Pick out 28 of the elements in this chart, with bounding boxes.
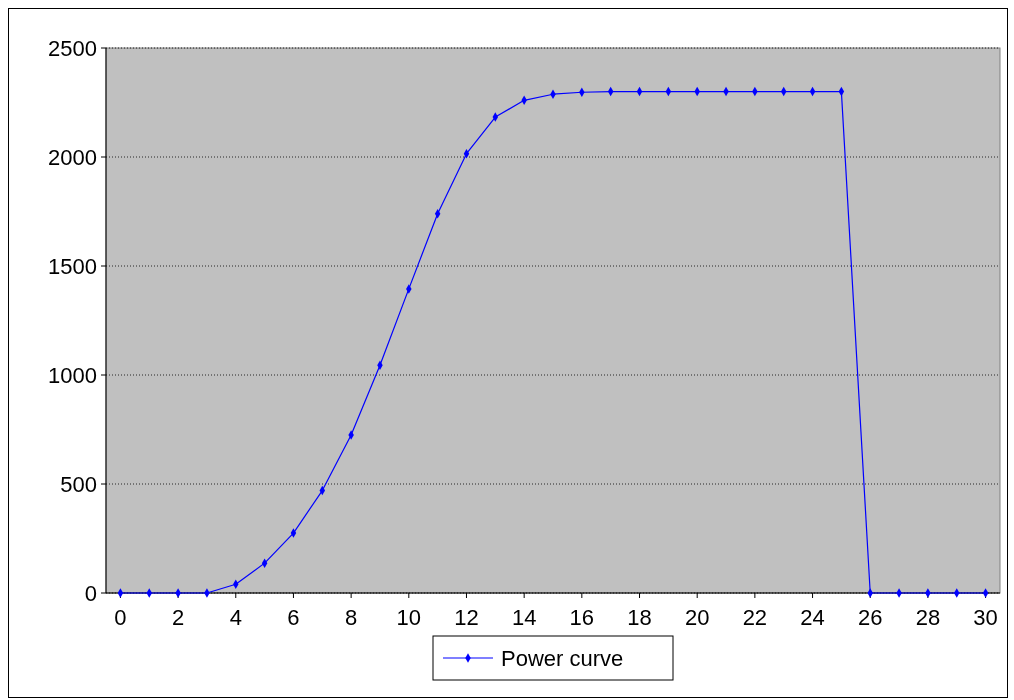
y-tick-label: 1000 <box>48 362 97 388</box>
legend-label: Power curve <box>501 645 624 671</box>
x-tick-label: 22 <box>742 605 768 630</box>
x-tick-label: 28 <box>915 605 941 630</box>
point <box>492 112 499 122</box>
point <box>261 558 268 568</box>
x-tick-label: 26 <box>857 605 883 630</box>
x-tick-label: 24 <box>800 605 825 630</box>
y-tick-label: 500 <box>60 471 97 497</box>
point <box>982 588 989 598</box>
y-tick-label: 2000 <box>48 144 97 170</box>
x-tick-label: 6 <box>287 605 300 630</box>
x-tick-label: 12 <box>454 605 479 630</box>
y-tick-label: 2500 <box>48 35 97 61</box>
x-tick-label: 30 <box>973 605 998 630</box>
x-tick-label: 0 <box>114 605 127 630</box>
point <box>117 588 124 598</box>
x-tick-label: 14 <box>511 605 537 630</box>
x-tick-label: 8 <box>345 605 358 630</box>
x-tick-label: 20 <box>684 605 710 630</box>
x-tick-label: 2 <box>171 605 185 630</box>
y-tick-label: 1500 <box>48 253 97 279</box>
x-tick-label: 18 <box>627 605 652 630</box>
x-tick-label: 4 <box>229 605 242 630</box>
y-tick-label: 0 <box>84 580 97 606</box>
x-tick-label: 10 <box>396 605 422 630</box>
point <box>290 528 297 538</box>
x-tick-label: 16 <box>569 605 595 630</box>
